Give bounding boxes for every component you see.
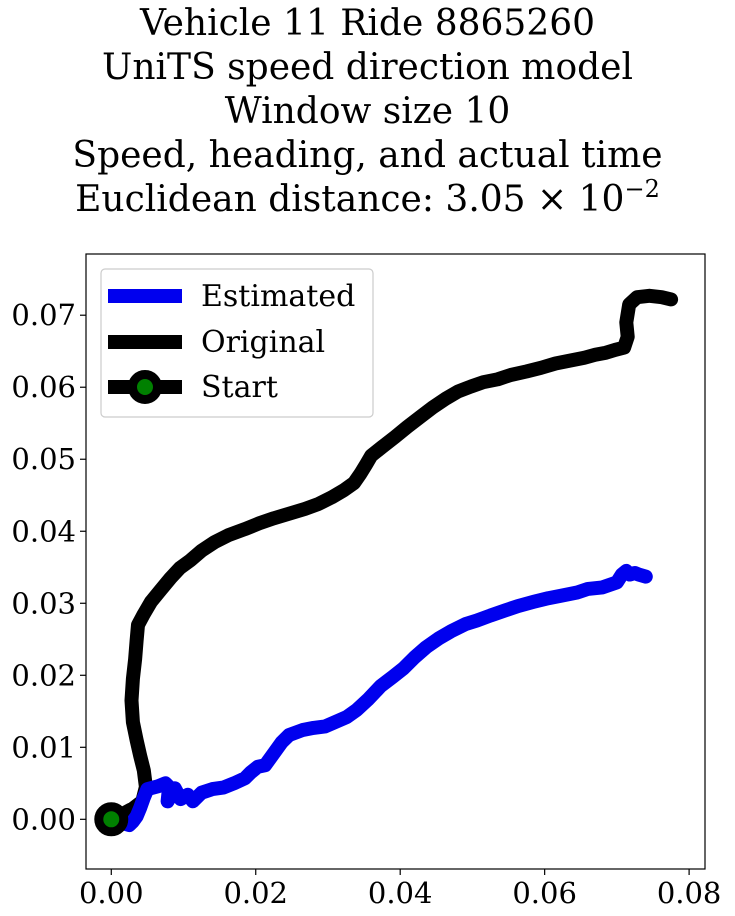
legend-label-start: Start xyxy=(201,370,278,405)
y-tick-label: 0.07 xyxy=(11,298,76,332)
x-tick-label: 0.06 xyxy=(512,876,577,910)
x-tick-label: 0.04 xyxy=(368,876,433,910)
x-tick-label: 0.02 xyxy=(223,876,288,910)
x-tick-label: 0.00 xyxy=(79,876,144,910)
legend-label-estimated: Estimated xyxy=(201,279,355,314)
title-line-1: Vehicle 11 Ride 8865260 xyxy=(139,3,596,44)
title-distance-text: Euclidean distance: 3.05 × 10 xyxy=(75,179,625,220)
series-line-original xyxy=(104,288,679,827)
legend-label-original: Original xyxy=(201,325,325,360)
y-tick-label: 0.01 xyxy=(11,730,76,764)
y-tick-label: 0.00 xyxy=(11,802,76,836)
series-line-estimated xyxy=(104,563,653,833)
title-line-2: UniTS speed direction model xyxy=(102,47,633,88)
legend-marker-start xyxy=(128,370,162,404)
plot-frame xyxy=(85,253,706,870)
y-tick-label: 0.05 xyxy=(11,442,76,476)
x-tick-label: 0.08 xyxy=(657,876,722,910)
title-line-3: Window size 10 xyxy=(224,91,511,132)
series-layer xyxy=(94,288,679,837)
title-line-4: Speed, heading, and actual time xyxy=(72,135,663,176)
y-tick-label: 0.02 xyxy=(11,658,76,692)
axes-layer: 0.00 0.02 0.04 0.06 0.08 0.00 0.01 0.02 0.03 0.04… xyxy=(11,253,722,910)
chart-title: Vehicle 11 Ride 8865260 UniTS speed dire… xyxy=(0,2,735,222)
legend: Estimated Original Start xyxy=(100,268,374,418)
title-exponent: −2 xyxy=(624,175,660,203)
start-marker xyxy=(94,802,129,837)
y-tick-label: 0.06 xyxy=(11,370,76,404)
y-tick-label: 0.04 xyxy=(11,514,76,548)
y-tick-label: 0.03 xyxy=(11,586,76,620)
title-line-5: Euclidean distance: 3.05 × 10−2 xyxy=(0,175,735,222)
